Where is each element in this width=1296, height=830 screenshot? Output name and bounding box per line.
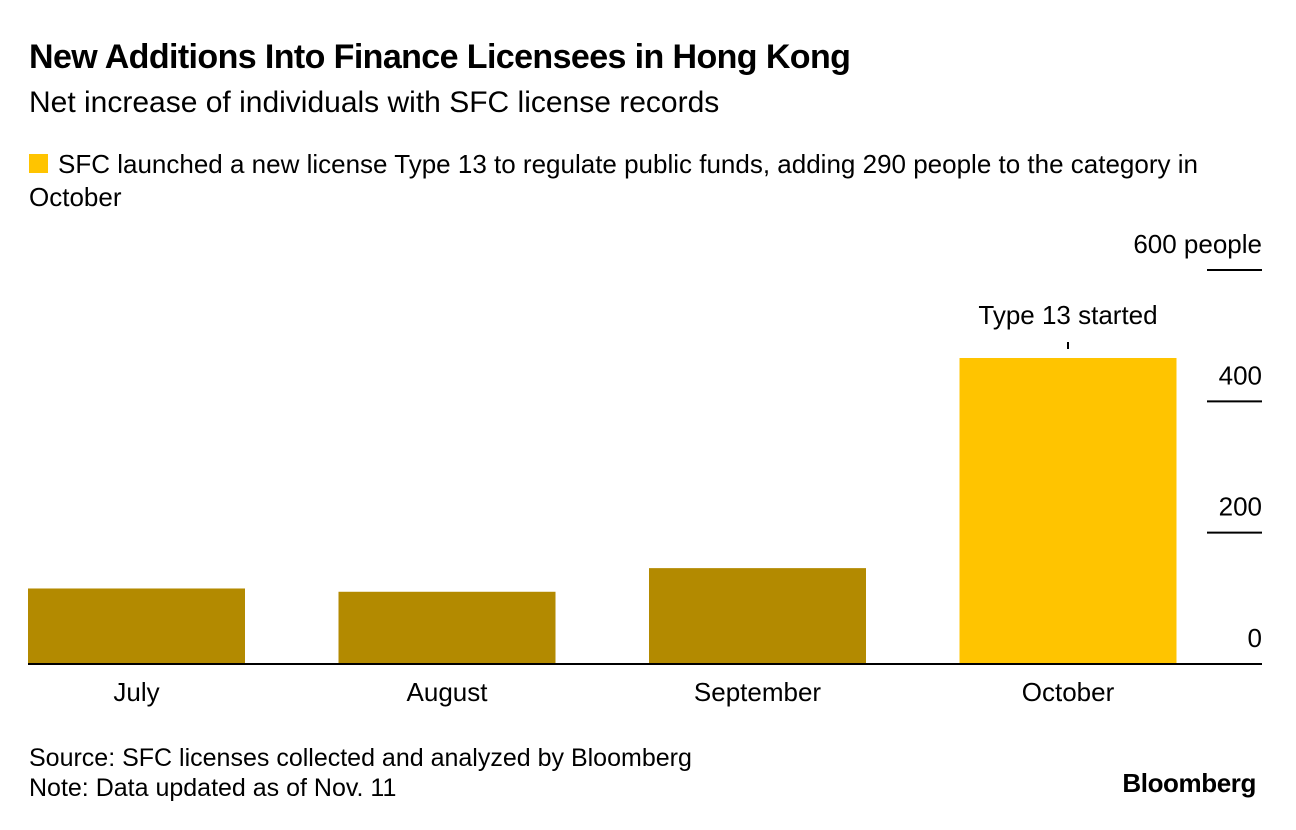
x-tick-label: July <box>113 677 159 707</box>
y-tick-label: 400 <box>1219 360 1262 390</box>
annotation-label: Type 13 started <box>978 300 1157 330</box>
bloomberg-logo: Bloomberg <box>1122 768 1256 798</box>
y-axis: 0 200 400 600 people <box>1133 229 1262 653</box>
bar-august <box>338 591 556 664</box>
chart-title: New Additions Into Finance Licensees in … <box>29 38 851 76</box>
y-tick-label: 0 <box>1248 623 1262 653</box>
bar-july <box>28 588 245 664</box>
source-notes: Source: SFC licenses collected and analy… <box>29 743 692 803</box>
source-text: Source: SFC licenses collected and analy… <box>29 744 692 772</box>
legend-swatch <box>29 154 48 173</box>
legend: SFC launched a new license Type 13 to re… <box>29 148 1229 214</box>
legend-text: SFC launched a new license Type 13 to re… <box>29 149 1198 212</box>
bar-september <box>649 568 866 664</box>
y-tick-label: 200 <box>1219 492 1262 522</box>
bar-october <box>959 357 1177 664</box>
x-tick-label: October <box>1022 677 1115 707</box>
x-tick-label: August <box>407 677 489 707</box>
x-axis: July August September October <box>113 677 1114 707</box>
y-tick-label: 600 people <box>1133 229 1262 259</box>
bars <box>28 357 1177 664</box>
annotations: Type 13 started <box>978 300 1158 349</box>
x-tick-label: September <box>694 677 822 707</box>
note-text: Note: Data updated as of Nov. 11 <box>29 774 397 802</box>
chart-subtitle: Net increase of individuals with SFC lic… <box>29 86 720 119</box>
